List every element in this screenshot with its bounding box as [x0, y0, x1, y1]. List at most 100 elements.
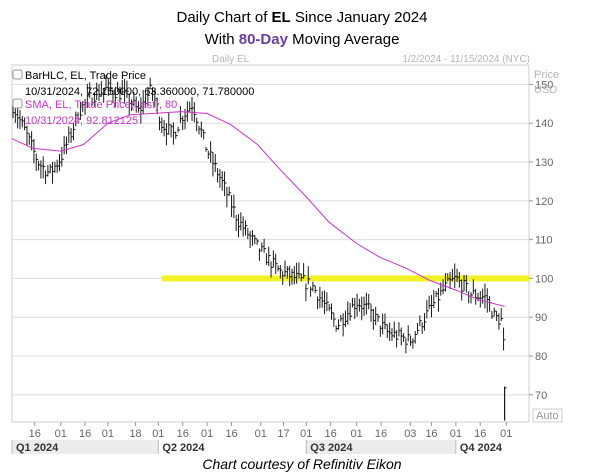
- price-bar: [347, 301, 350, 325]
- price-bar: [333, 312, 336, 327]
- price-bar: [403, 333, 406, 342]
- price-bar: [251, 230, 255, 246]
- price-bar: [45, 170, 48, 185]
- price-bar: [233, 194, 236, 219]
- price-bar: [158, 116, 162, 131]
- price-bar: [151, 87, 155, 101]
- price-bar: [258, 248, 262, 261]
- x-tick-label: 16: [225, 428, 237, 440]
- price-bar: [279, 265, 283, 279]
- y-tick-label: 100: [535, 273, 553, 285]
- price-bar: [444, 273, 448, 292]
- price-bar: [377, 314, 381, 322]
- price-bar: [242, 216, 246, 237]
- price-bar: [437, 288, 441, 312]
- price-bar: [52, 161, 55, 184]
- price-bar: [400, 327, 404, 346]
- price-bar: [224, 171, 227, 197]
- x-tick-label: 16: [177, 428, 189, 440]
- price-bar: [42, 156, 46, 179]
- price-bar: [335, 325, 339, 332]
- price-bar: [175, 131, 178, 139]
- price-bar: [256, 238, 260, 245]
- auto-scale-label: Auto: [536, 410, 559, 422]
- resistance-band: [161, 275, 529, 282]
- price-bar: [447, 273, 450, 282]
- legend: BarHLC, EL, Trade Price 10/31/2024, 72.1…: [12, 69, 254, 127]
- price-bar: [344, 310, 348, 328]
- price-bar: [86, 83, 90, 108]
- price-bar: [49, 164, 53, 174]
- price-bar: [231, 195, 234, 217]
- price-bar: [82, 100, 85, 113]
- price-bar: [254, 234, 257, 245]
- legend-bar-values: 10/31/2024, 72.150000, 63.360000, 71.780…: [25, 86, 254, 98]
- price-bar: [191, 96, 195, 121]
- price-bar: [219, 169, 222, 188]
- price-bar: [107, 78, 111, 96]
- price-bar: [342, 313, 346, 337]
- price-bar: [461, 279, 464, 301]
- x-tick-label: 01: [201, 428, 213, 440]
- price-bar: [47, 165, 50, 177]
- price-bar: [331, 303, 334, 320]
- y-tick-label: 130: [535, 157, 553, 169]
- price-bar: [96, 82, 99, 101]
- chart-panel: 70 80 90 100 110 120 130 140 150 16 01 16 01 18 01 16 0…: [0, 52, 604, 456]
- price-bar: [293, 266, 297, 285]
- price-bar: [475, 288, 478, 305]
- price-bar: [321, 291, 325, 308]
- price-bar: [38, 160, 41, 171]
- x-tick-label: 17: [277, 428, 289, 440]
- price-bar: [40, 160, 43, 179]
- price-bar: [84, 98, 88, 115]
- price-bar: [396, 330, 399, 348]
- price-bar: [463, 274, 467, 292]
- price-bar: [149, 77, 153, 90]
- price-bar: [449, 271, 453, 289]
- price-bar: [124, 78, 127, 104]
- price-bar: [93, 92, 97, 107]
- price-bar: [484, 283, 487, 309]
- price-bar: [117, 81, 120, 93]
- auto-scale-button[interactable]: [532, 408, 563, 423]
- price-bar: [407, 325, 411, 342]
- x-tick-label: 01: [351, 428, 363, 440]
- price-bar: [226, 186, 229, 208]
- price-bar: [354, 297, 357, 319]
- price-bar: [28, 133, 32, 145]
- price-bar: [465, 275, 469, 293]
- price-bar: [351, 297, 355, 308]
- price-bar: [286, 266, 290, 279]
- legend-bar-icon[interactable]: [12, 69, 23, 80]
- x-tick-label: 16: [29, 428, 41, 440]
- price-bar: [363, 296, 367, 317]
- price-bars: [12, 74, 507, 421]
- y-axis-ticks: 70 80 90 100 110 120 130 140 150: [529, 79, 553, 402]
- price-bar: [112, 89, 115, 103]
- y-tick-label: 150: [535, 79, 553, 91]
- x-tick-label: 01: [102, 428, 114, 440]
- legend-sma-icon[interactable]: [12, 98, 23, 109]
- price-bar: [163, 119, 167, 137]
- price-bar: [328, 304, 332, 312]
- price-bar: [105, 74, 108, 90]
- price-bar: [312, 281, 315, 292]
- price-bar: [375, 306, 378, 326]
- price-bar: [138, 101, 141, 113]
- price-axis-title: Price: [534, 69, 559, 81]
- price-bar: [228, 186, 232, 197]
- price-bar: [63, 135, 67, 155]
- price-bar: [103, 88, 106, 103]
- price-bar: [207, 150, 211, 159]
- quarter-band: [306, 440, 456, 454]
- price-bar: [496, 311, 499, 322]
- price-bar: [470, 292, 474, 304]
- x-tick-label: 01: [300, 428, 312, 440]
- price-bar: [337, 319, 341, 330]
- price-bar: [382, 313, 385, 335]
- price-bar: [498, 313, 501, 330]
- x-tick-label: 03: [404, 428, 416, 440]
- quarter-label: Q4 2024: [460, 442, 503, 454]
- price-bar: [121, 79, 125, 95]
